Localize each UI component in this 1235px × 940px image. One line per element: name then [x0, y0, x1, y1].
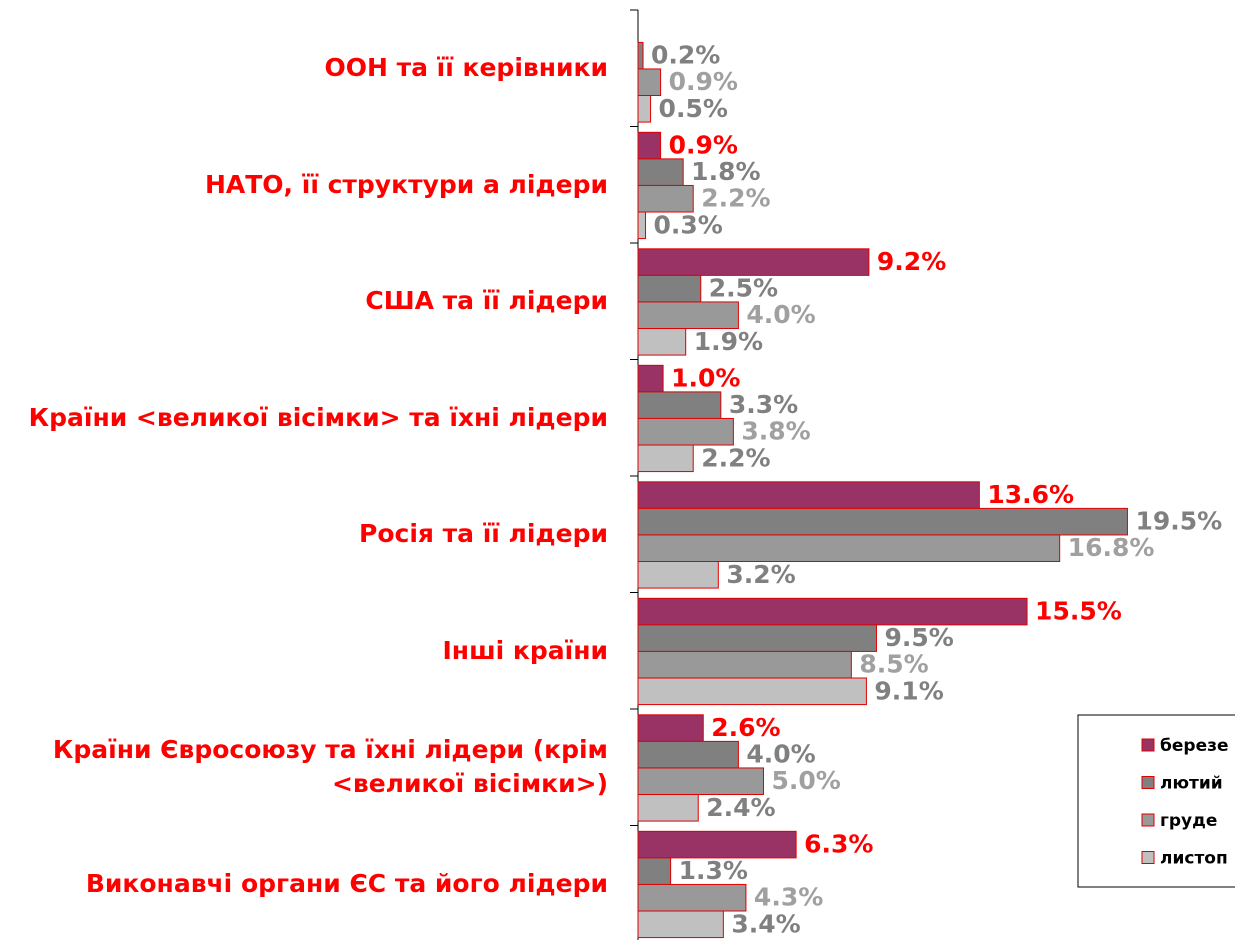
legend-label: груде: [1160, 811, 1217, 831]
bar: [637, 481, 980, 509]
bar: [637, 274, 702, 303]
value-label: 9.1%: [874, 676, 943, 705]
value-label: 1.9%: [694, 327, 763, 356]
bar: [637, 364, 664, 393]
value-label: 8.5%: [859, 650, 928, 679]
bar: [637, 624, 877, 652]
legend-label: березе: [1160, 736, 1229, 756]
bar: [637, 534, 1061, 563]
value-label: 4.3%: [754, 883, 823, 912]
value-label: 0.2%: [651, 41, 720, 70]
value-label: 1.8%: [691, 157, 760, 186]
value-label: 3.2%: [726, 560, 795, 589]
category-text: Інші країни: [442, 635, 609, 665]
value-label: 5.0%: [772, 766, 841, 795]
value-label: 15.5%: [1035, 597, 1122, 626]
bar: [637, 301, 739, 330]
bar: [637, 248, 870, 276]
bar: [637, 714, 704, 742]
bar: [637, 740, 739, 769]
legend-label: листоп: [1160, 849, 1228, 869]
bar: [637, 507, 1128, 536]
legend-swatch: [1141, 738, 1155, 752]
bar: [637, 391, 722, 419]
legend-swatch: [1141, 776, 1155, 789]
legend-swatch: [1141, 851, 1155, 864]
value-label: 2.2%: [701, 443, 770, 472]
category-label: Інші країни: [0, 593, 609, 710]
legend-label: лютий: [1160, 774, 1223, 794]
bar: [637, 417, 734, 446]
category-text: НАТО, її структури а лідери: [204, 169, 608, 199]
value-label: 3.3%: [729, 390, 798, 419]
bar: [637, 677, 867, 706]
bar: [637, 857, 672, 885]
value-label: 6.3%: [804, 830, 873, 859]
category-label: Виконавчі органи ЄС та його лідери: [0, 826, 608, 940]
bar: [637, 158, 684, 186]
category-label: НАТО, її структури а лідери: [0, 127, 608, 244]
legend-swatch: [1141, 813, 1155, 827]
bar: [637, 794, 699, 822]
bar: [637, 597, 1028, 626]
bar: [637, 910, 724, 939]
value-label: 2.6%: [711, 713, 780, 742]
value-label: 1.3%: [679, 856, 748, 885]
bar: [637, 561, 719, 589]
value-label: 1.0%: [671, 364, 740, 393]
value-label: 9.2%: [877, 247, 946, 276]
value-label: 4.0%: [746, 740, 815, 769]
bar: [637, 328, 687, 356]
value-label: 2.2%: [701, 184, 770, 213]
bar: [637, 650, 852, 679]
value-label: 0.3%: [654, 210, 723, 239]
value-label: 4.0%: [746, 300, 815, 329]
value-label: 0.9%: [669, 67, 738, 96]
bar: [637, 184, 694, 213]
bar: [637, 830, 797, 859]
value-label: 2.5%: [709, 274, 778, 303]
bar: [637, 444, 694, 473]
value-label: 16.8%: [1068, 533, 1155, 562]
bar: [637, 211, 647, 240]
legend-box: [1077, 714, 1235, 888]
value-label: 0.5%: [659, 94, 728, 123]
value-label: 9.5%: [884, 623, 953, 652]
value-label: 3.8%: [741, 417, 810, 446]
category-text: США та її лідери: [365, 286, 608, 316]
bar: [637, 767, 764, 796]
value-label: 0.9%: [669, 131, 738, 160]
bar: [637, 131, 662, 160]
category-text: ООН та її керівники: [324, 53, 608, 83]
category-text: Країни <великої вісімки> та їхні лідери: [28, 402, 608, 432]
bar: [637, 95, 652, 123]
bar: [637, 883, 747, 912]
bar: [637, 68, 662, 97]
category-label: Країни Євросоюзу та їхні лідери (крім <в…: [0, 709, 608, 826]
value-label: 13.6%: [987, 480, 1074, 509]
category-label: ООН та її керівники: [0, 10, 608, 127]
bar: [637, 41, 644, 70]
category-text: Росія та її лідери: [359, 519, 608, 549]
category-text: Країни Євросоюзу та їхні лідери (крім <в…: [52, 735, 608, 799]
category-label: Країни <великої вісімки> та їхні лідери: [0, 360, 608, 477]
value-label: 19.5%: [1135, 507, 1222, 536]
value-label: 3.4%: [731, 909, 800, 938]
category-label: США та її лідери: [0, 243, 608, 360]
category-label: Росія та її лідери: [0, 476, 608, 593]
value-label: 2.4%: [706, 793, 775, 822]
category-text: Виконавчі органи ЄС та його лідери: [85, 868, 608, 898]
